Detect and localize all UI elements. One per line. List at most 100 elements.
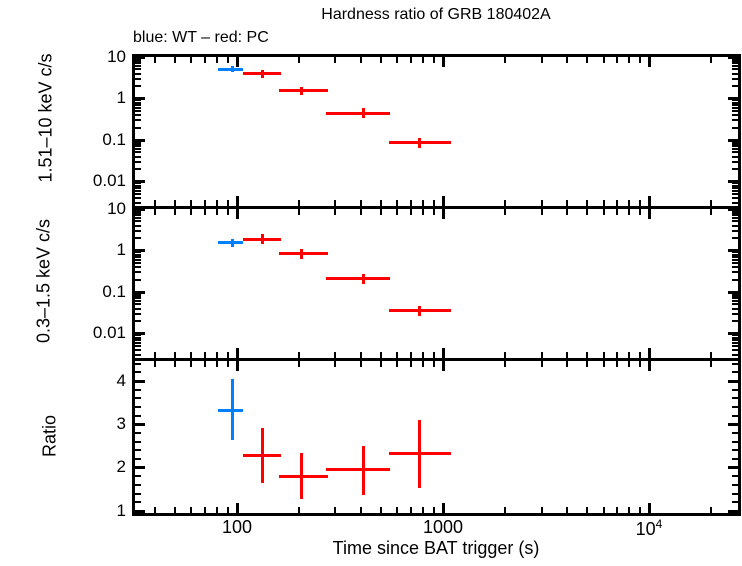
x-minor-tick: [153, 506, 156, 513]
y-minor-tick: [731, 186, 738, 189]
x-minor-tick: [410, 351, 413, 358]
y-minor-tick: [731, 258, 738, 261]
x-minor-tick: [190, 56, 193, 63]
errorbar-y-wt: [230, 65, 234, 72]
x-minor-tick: [190, 360, 193, 367]
y-minor-tick: [731, 68, 738, 71]
x-major-tick: [235, 56, 239, 67]
x-major-tick: [441, 360, 445, 371]
y-minor-tick: [731, 341, 738, 344]
x-minor-tick: [602, 360, 605, 367]
x-minor-tick: [410, 199, 413, 206]
x-minor-tick: [190, 506, 193, 513]
x-minor-tick: [360, 351, 363, 358]
errorbar-y-pc: [418, 419, 422, 488]
y-minor-tick: [134, 101, 141, 104]
x-major-tick: [235, 208, 239, 219]
y-tick-label: 2: [116, 457, 126, 476]
y-major-tick: [727, 332, 738, 335]
x-minor-tick: [410, 506, 413, 513]
y-minor-tick: [731, 229, 738, 232]
x-major-tick: [235, 195, 239, 206]
y-axis-title-ratio: Ratio: [39, 414, 60, 458]
y-minor-tick: [134, 237, 141, 239]
y-minor-tick: [731, 106, 738, 109]
y-minor-tick: [731, 255, 738, 258]
x-minor-tick: [173, 360, 176, 367]
y-major-tick: [134, 332, 145, 335]
x-minor-tick: [602, 199, 605, 206]
y-tick-label: 1: [116, 240, 126, 259]
x-minor-tick: [616, 199, 619, 206]
y-minor-tick: [731, 492, 738, 495]
x-minor-tick: [334, 360, 337, 367]
errorbar-y-pc: [300, 453, 304, 500]
y-axis-title-hard: 1.51–10 keV c/s: [35, 53, 56, 183]
y-tick-label: 1: [116, 501, 126, 520]
y-major-tick: [727, 97, 738, 100]
y-major-tick: [727, 180, 738, 183]
errorbar-y-pc: [361, 273, 365, 285]
y-major-tick: [134, 180, 145, 183]
x-minor-tick: [298, 351, 301, 358]
x-minor-tick: [153, 56, 156, 63]
y-major-tick: [727, 422, 738, 426]
y-minor-tick: [134, 344, 141, 347]
x-minor-tick: [360, 506, 363, 513]
y-minor-tick: [134, 99, 141, 102]
y-minor-tick: [731, 62, 738, 65]
y-minor-tick: [731, 414, 738, 417]
y-minor-tick: [134, 449, 141, 452]
y-minor-tick: [134, 77, 141, 80]
y-major-tick: [134, 290, 145, 294]
x-minor-tick: [504, 208, 507, 215]
x-tick-exponent: 4: [655, 517, 663, 531]
x-tick-label: 100: [221, 517, 253, 537]
y-tick-label: 1: [116, 88, 126, 107]
x-minor-tick: [616, 208, 619, 215]
x-minor-tick: [586, 199, 589, 206]
x-minor-tick: [602, 56, 605, 63]
y-minor-tick: [134, 220, 141, 223]
x-minor-tick: [710, 506, 713, 513]
x-minor-tick: [173, 56, 176, 63]
x-minor-tick: [380, 56, 383, 63]
x-minor-tick: [334, 351, 337, 358]
x-minor-tick: [586, 56, 589, 63]
x-major-tick: [441, 347, 445, 358]
y-minor-tick: [731, 126, 738, 129]
x-axis-title: Time since BAT trigger (s): [332, 538, 540, 558]
x-minor-tick: [432, 199, 435, 206]
y-minor-tick: [134, 65, 141, 68]
y-minor-tick: [134, 492, 141, 495]
x-minor-tick: [396, 208, 399, 215]
x-minor-tick: [216, 360, 219, 367]
x-minor-tick: [360, 208, 363, 215]
x-minor-tick: [226, 506, 229, 513]
y-major-tick: [727, 207, 738, 211]
x-minor-tick: [298, 199, 301, 206]
y-minor-tick: [731, 114, 738, 116]
y-minor-tick: [134, 475, 141, 478]
y-minor-tick: [134, 85, 141, 87]
x-minor-tick: [628, 506, 631, 513]
x-minor-tick: [540, 360, 543, 367]
x-minor-tick: [628, 56, 631, 63]
x-minor-tick: [638, 199, 641, 206]
y-major-tick: [134, 55, 145, 59]
errorbar-x-wt: [218, 409, 244, 413]
errorbar-x-pc: [279, 252, 329, 256]
y-minor-tick: [731, 354, 738, 357]
x-minor-tick: [226, 208, 229, 215]
errorbar-y-pc: [300, 86, 304, 96]
y-minor-tick: [134, 214, 141, 217]
y-major-tick: [134, 509, 145, 513]
x-minor-tick: [432, 56, 435, 63]
y-minor-tick: [134, 266, 141, 268]
x-minor-tick: [504, 56, 507, 63]
y-tick-label: 0.1: [102, 282, 126, 301]
y-minor-tick: [731, 143, 738, 146]
y-minor-tick: [134, 312, 141, 315]
y-minor-tick: [134, 406, 141, 409]
y-minor-tick: [731, 217, 738, 220]
